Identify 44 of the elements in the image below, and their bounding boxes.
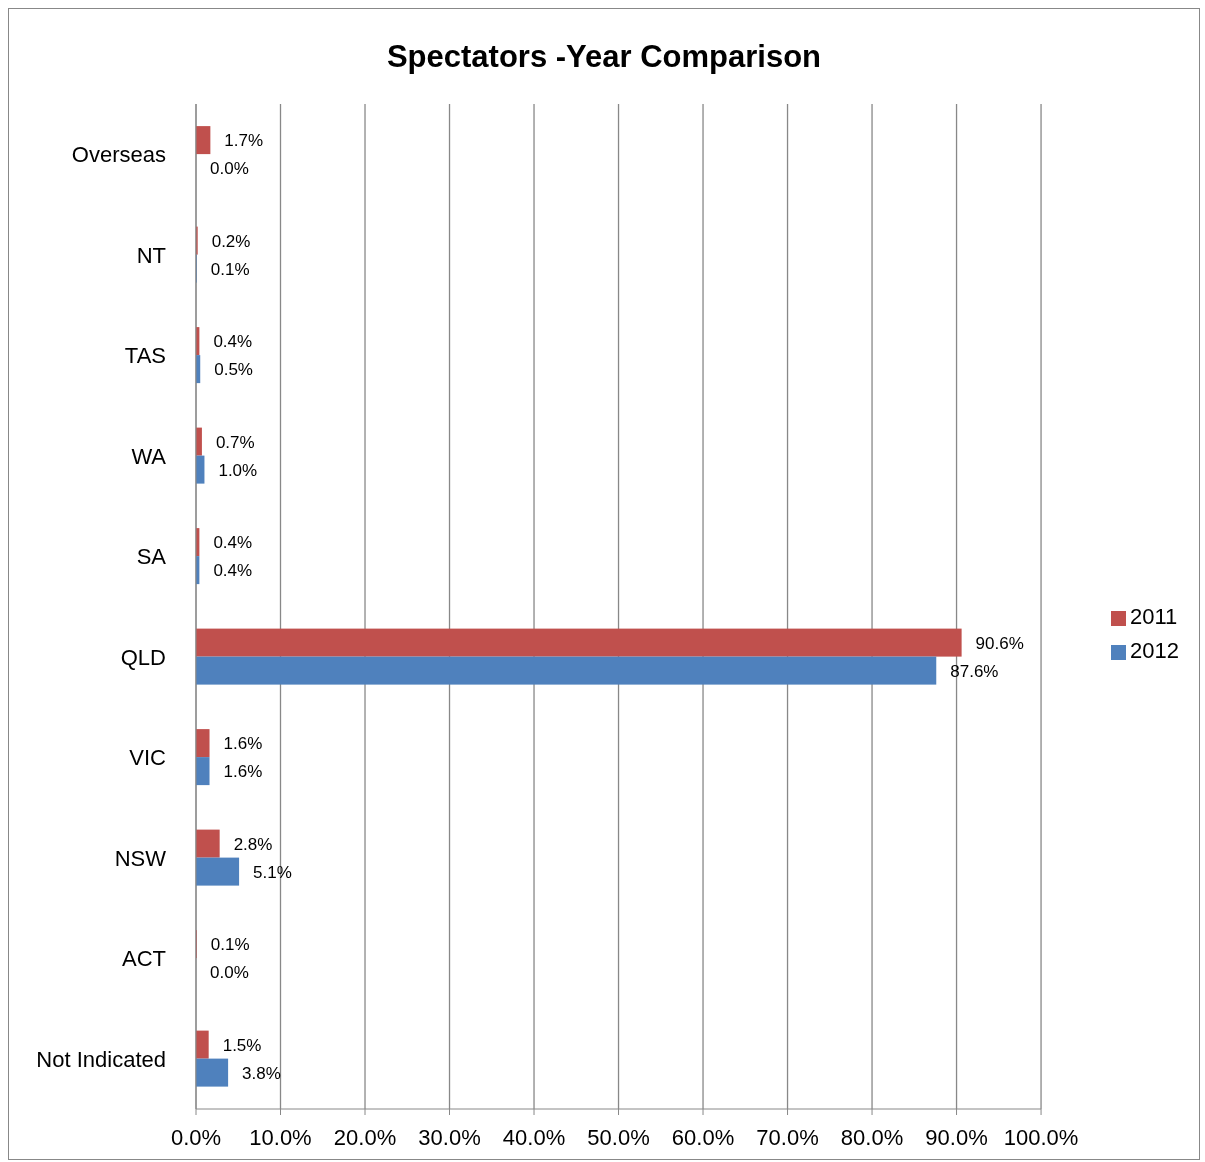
y-tick-label: Not Indicated: [36, 1046, 166, 1072]
data-label: 2.8%: [233, 834, 273, 854]
y-tick-label: NSW: [114, 845, 167, 871]
data-label: 1.6%: [223, 734, 263, 754]
x-tick-label: 50.0%: [587, 1124, 650, 1150]
x-tick-label: 90.0%: [925, 1124, 988, 1150]
data-label: 0.2%: [211, 231, 251, 251]
data-label: 87.6%: [950, 661, 999, 681]
data-label: 0.1%: [210, 259, 250, 279]
data-label: 5.1%: [253, 862, 292, 882]
y-tick-label: QLD: [120, 644, 166, 670]
data-label: 0.4%: [213, 561, 253, 581]
x-tick-label: 20.0%: [333, 1124, 397, 1150]
data-label: 0.0%: [210, 159, 249, 179]
data-label: 0.0%: [210, 963, 249, 983]
data-label: 3.8%: [242, 1063, 281, 1083]
data-label: 0.1%: [210, 935, 250, 955]
y-tick-label: SA: [136, 544, 167, 570]
data-label: 1.5%: [222, 1035, 262, 1055]
x-tick-label: 30.0%: [418, 1124, 481, 1150]
y-tick-label: ACT: [122, 946, 166, 972]
x-tick-label: 100.0%: [1003, 1124, 1079, 1150]
x-tick-label: 40.0%: [502, 1124, 566, 1150]
y-tick-label: TAS: [124, 343, 166, 369]
legend-label: 2012: [1130, 638, 1179, 663]
data-label: 1.0%: [218, 460, 258, 480]
x-tick-label: 80.0%: [840, 1124, 904, 1150]
data-label: 0.4%: [213, 533, 253, 553]
data-label: 90.6%: [975, 633, 1024, 653]
data-label: 1.7%: [224, 131, 264, 151]
data-label: 1.6%: [223, 762, 263, 782]
y-tick-label: Overseas: [71, 142, 166, 168]
data-label: 0.7%: [215, 432, 255, 452]
x-tick-label: 10.0%: [249, 1124, 312, 1150]
y-tick-label: WA: [131, 443, 167, 469]
data-label: 0.4%: [213, 332, 253, 352]
x-tick-label: 60.0%: [671, 1124, 735, 1150]
y-tick-label: NT: [136, 242, 166, 268]
legend-label: 2011: [1130, 604, 1178, 629]
data-label: 0.5%: [214, 360, 253, 380]
y-tick-label: VIC: [129, 745, 167, 771]
chart-title: Spectators -Year Comparison: [385, 38, 823, 76]
x-tick-label: 70.0%: [756, 1124, 819, 1150]
x-tick-label: 0.0%: [170, 1124, 222, 1150]
